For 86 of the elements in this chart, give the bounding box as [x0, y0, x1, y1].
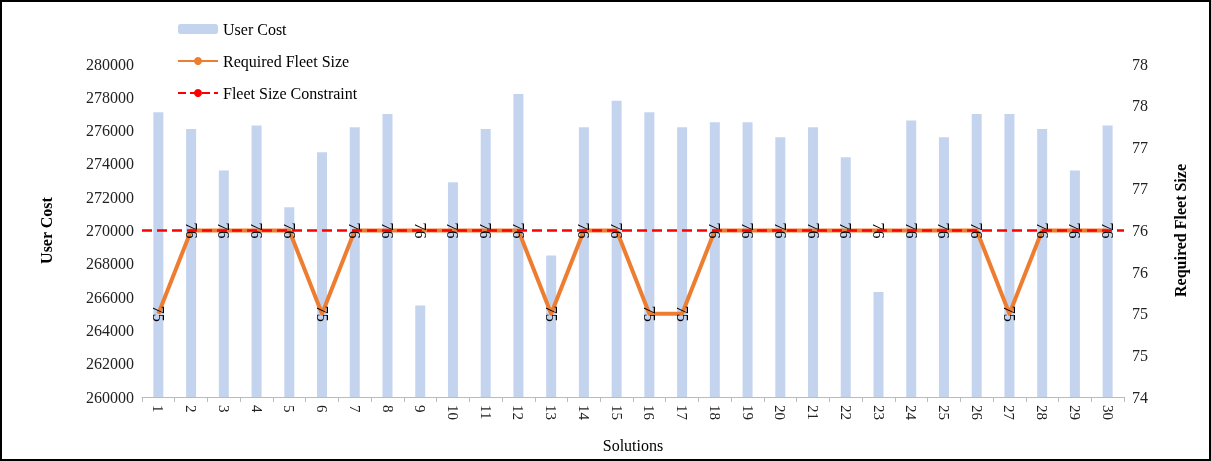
data-label: 76	[968, 222, 986, 239]
data-label: 76	[477, 222, 495, 239]
y-tick-label: 280000	[86, 55, 134, 73]
x-tick-label: 23	[870, 405, 887, 420]
x-tick-label: 14	[575, 405, 592, 421]
data-label: 76	[182, 222, 200, 239]
y-tick-label: 266000	[86, 288, 134, 306]
x-tick-label: 11	[477, 405, 494, 420]
y2-tick-label: 75	[1132, 305, 1148, 323]
x-tick-label: 3	[215, 405, 232, 413]
y-tick-label: 264000	[86, 321, 134, 339]
x-tick-label: 1	[150, 405, 167, 413]
data-label: 75	[542, 305, 560, 322]
data-label: 76	[608, 222, 626, 239]
data-label: 75	[1000, 305, 1018, 322]
x-tick-label: 30	[1099, 405, 1116, 420]
legend-label: Fleet Size Constraint	[223, 84, 358, 102]
y-tick-label: 262000	[86, 355, 134, 373]
y2-tick-label: 76	[1132, 263, 1148, 281]
y2-tick-label: 75	[1132, 346, 1148, 364]
data-label: 76	[902, 222, 920, 239]
x-tick-label: 10	[444, 405, 461, 420]
x-tick-label: 12	[510, 405, 527, 420]
x-tick-label: 5	[281, 405, 298, 413]
y2-tick-label: 74	[1132, 388, 1148, 406]
x-tick-label: 7	[346, 405, 363, 413]
x-tick-label: 4	[248, 405, 265, 413]
data-label: 75	[640, 305, 658, 322]
y2-tick-label: 78	[1132, 55, 1148, 73]
data-label: 76	[706, 222, 724, 239]
y2-tick-label: 77	[1132, 180, 1148, 198]
y-tick-label: 260000	[86, 388, 134, 406]
x-tick-label: 21	[805, 405, 822, 420]
y2-tick-label: 76	[1132, 222, 1148, 239]
data-label: 76	[509, 222, 527, 239]
y2-tick-label: 78	[1132, 97, 1148, 115]
data-label: 76	[739, 222, 757, 239]
x-tick-label: 26	[968, 405, 985, 421]
x-tick-label: 25	[935, 405, 952, 420]
y-tick-label: 274000	[86, 155, 134, 173]
data-label: 76	[1099, 222, 1117, 239]
x-tick-label: 22	[837, 405, 854, 420]
data-label: 75	[149, 305, 167, 322]
data-label: 76	[248, 222, 266, 239]
data-label: 76	[870, 222, 887, 239]
data-label: 76	[935, 222, 953, 239]
x-tick-label: 28	[1034, 405, 1051, 420]
x-axis-title: Solutions	[602, 436, 664, 454]
x-tick-label: 6	[314, 405, 331, 413]
data-label: 76	[1066, 222, 1084, 239]
y-tick-label: 276000	[86, 122, 134, 140]
data-label: 76	[804, 222, 822, 239]
legend-label: Required Fleet Size	[223, 52, 350, 71]
x-tick-label: 24	[903, 405, 920, 421]
y-tick-label: 268000	[86, 255, 134, 273]
x-tick-label: 19	[739, 405, 756, 420]
y-tick-label: 272000	[86, 188, 134, 206]
x-tick-label: 13	[543, 405, 560, 420]
x-tick-label: 16	[641, 405, 658, 421]
data-label: 75	[313, 305, 331, 322]
x-tick-label: 18	[706, 405, 723, 420]
data-label: 76	[346, 222, 364, 239]
data-label: 76	[215, 222, 233, 239]
y-axis-title: User Cost	[37, 196, 55, 264]
x-tick-label: 29	[1066, 405, 1083, 420]
y2-tick-label: 77	[1132, 138, 1148, 156]
data-label: 75	[673, 305, 691, 322]
x-tick-label: 15	[608, 405, 625, 420]
x-tick-label: 17	[674, 405, 691, 421]
data-label: 76	[771, 222, 789, 239]
data-label: 76	[411, 222, 429, 239]
legend-label: User Cost	[223, 20, 288, 38]
data-label: 76	[1033, 222, 1051, 239]
data-label: 76	[379, 222, 396, 239]
y-tick-label: 278000	[86, 88, 134, 106]
y-tick-label: 270000	[86, 222, 134, 239]
data-label: 76	[444, 222, 462, 239]
data-label: 76	[837, 222, 855, 239]
data-label: 76	[575, 222, 593, 239]
x-tick-label: 8	[379, 405, 396, 413]
x-tick-label: 9	[412, 405, 429, 413]
x-tick-label: 20	[772, 405, 789, 420]
y2-axis-title: Required Fleet Size	[1171, 163, 1190, 298]
data-label: 76	[280, 222, 298, 239]
x-tick-label: 27	[1001, 405, 1018, 421]
x-tick-label: 2	[183, 405, 200, 413]
